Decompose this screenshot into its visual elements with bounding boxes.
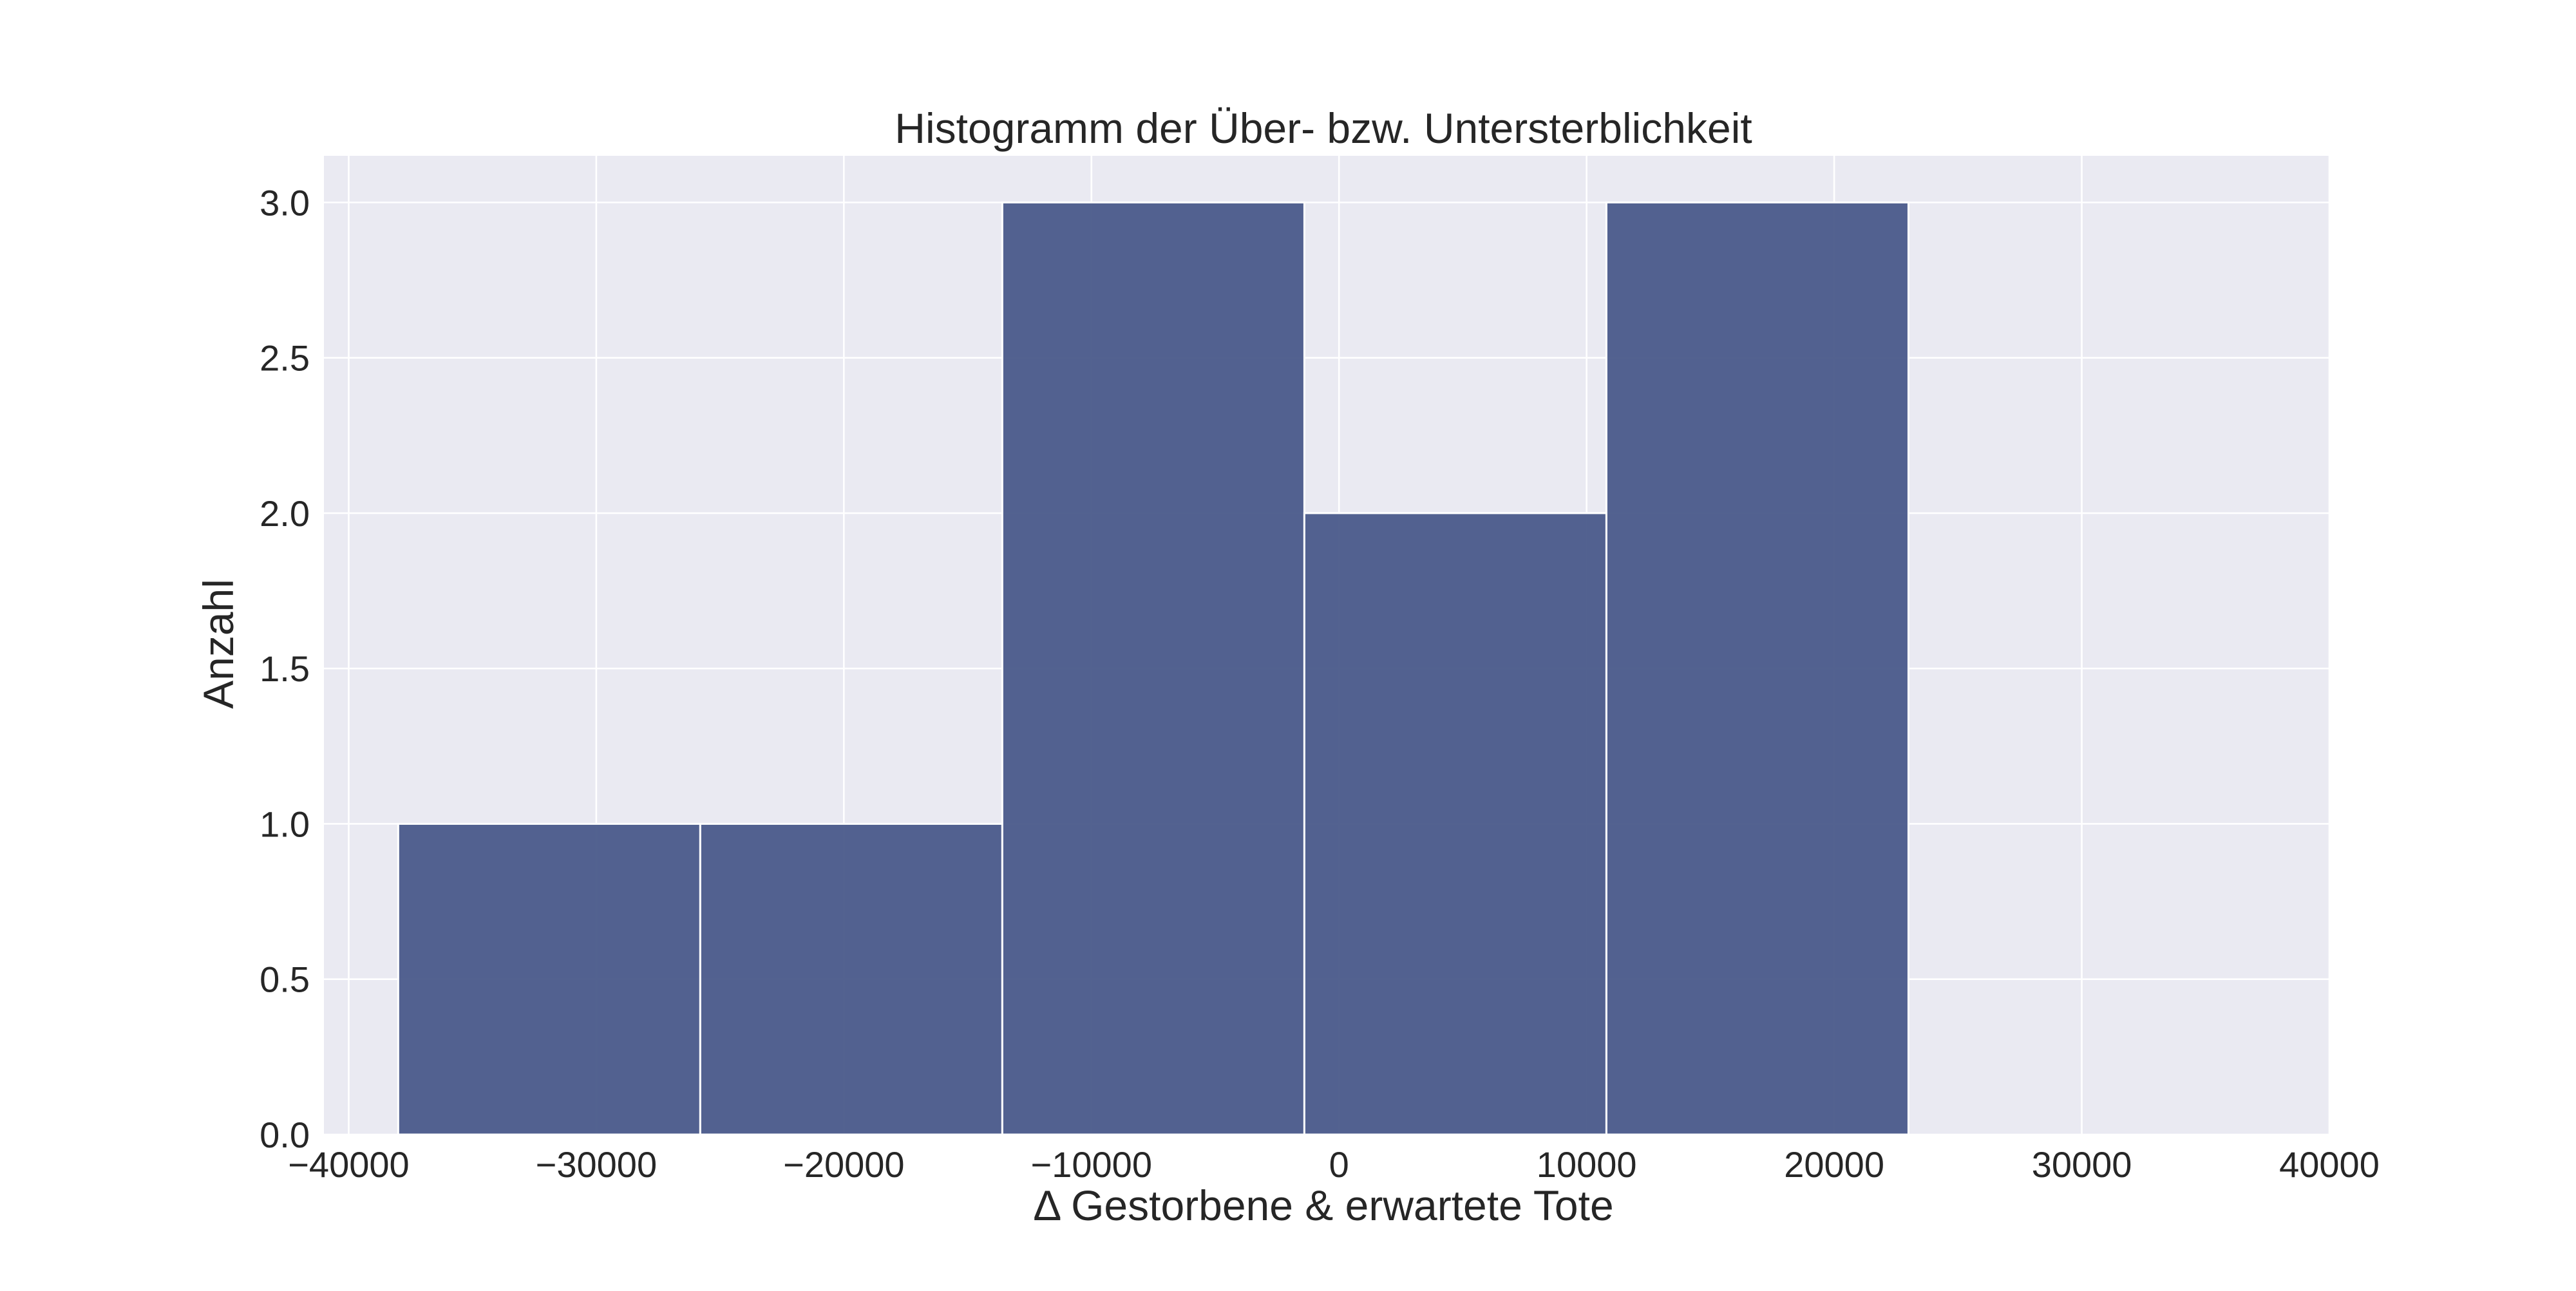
- x-tick-label: −40000: [288, 1144, 409, 1185]
- x-tick-label: 10000: [1537, 1144, 1637, 1185]
- y-axis-title: Anzahl: [194, 579, 242, 709]
- x-axis-title: Δ Gestorbene & erwartete Tote: [1033, 1182, 1613, 1229]
- x-tick-label: −10000: [1031, 1144, 1152, 1185]
- y-tick-label: 2.5: [260, 338, 310, 379]
- y-tick-label: 3.0: [260, 182, 310, 223]
- y-tick-label: 1.5: [260, 648, 310, 689]
- y-tick-labels: 0.0 0.5 1.0 1.5 2.0 2.5 3.0: [260, 182, 310, 1155]
- y-tick-label: 2.0: [260, 493, 310, 534]
- y-tick-label: 0.0: [260, 1115, 310, 1155]
- x-tick-label: 0: [1329, 1144, 1349, 1185]
- histogram-bar: [1001, 201, 1305, 1136]
- x-tick-labels: −40000 −30000 −20000 −10000 0 10000 20000 30000…: [288, 1144, 2380, 1185]
- histogram-bar: [1605, 201, 1909, 1136]
- histogram-bar: [1303, 512, 1607, 1136]
- y-tick-label: 1.0: [260, 804, 310, 844]
- x-tick-label: −30000: [536, 1144, 657, 1185]
- x-tick-label: 40000: [2279, 1144, 2380, 1185]
- histogram-bars: [397, 201, 1909, 1136]
- chart-title: Histogramm der Über- bzw. Untersterblich…: [895, 104, 1752, 152]
- x-tick-label: 20000: [1784, 1144, 1884, 1185]
- histogram-bar: [397, 822, 701, 1136]
- x-tick-label: 30000: [2032, 1144, 2132, 1185]
- histogram-bar: [699, 822, 1003, 1136]
- y-tick-label: 0.5: [260, 959, 310, 1000]
- x-tick-label: −20000: [783, 1144, 904, 1185]
